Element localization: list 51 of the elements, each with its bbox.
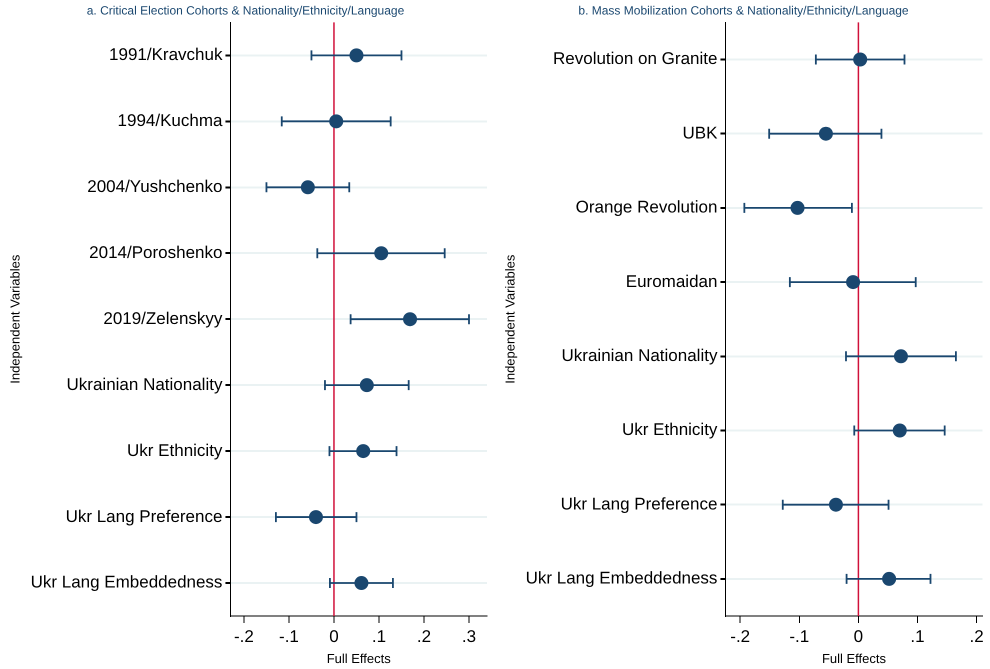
y-tick-label: 1991/Kravchuk <box>109 45 223 64</box>
point <box>349 48 364 62</box>
point <box>818 126 833 141</box>
chart-title: a. Critical Election Cohorts & Nationality/Ethnicity/Language <box>86 4 405 18</box>
point <box>853 52 868 66</box>
x-tick-label: -.2 <box>730 626 750 646</box>
x-axis-title: Full Effects <box>822 650 886 666</box>
y-tick-label: Euromaidan <box>626 272 718 291</box>
y-tick-label: 2004/Yushchenko <box>87 176 222 196</box>
x-tick-label: .2 <box>416 626 432 646</box>
x-tick-label: -.1 <box>789 626 810 646</box>
point <box>360 378 374 392</box>
chart-title: b. Mass Mobilization Cohorts & Nationality/Ethnicity/Language <box>578 4 909 18</box>
y-tick-label: Ukrainian Nationality <box>562 346 718 365</box>
y-axis-title: Independent Variables <box>502 254 518 384</box>
point <box>374 246 388 260</box>
point <box>846 275 860 290</box>
y-tick-label: UBK <box>682 123 718 142</box>
x-axis-title: Full Effects <box>326 650 392 666</box>
y-tick-label: Ukr Ethnicity <box>127 440 223 460</box>
y-tick-label: Ukr Ethnicity <box>622 420 718 440</box>
point <box>308 510 323 524</box>
x-tick-label: 0 <box>854 626 864 646</box>
point <box>828 498 843 512</box>
point <box>882 572 896 586</box>
x-tick-label: -.1 <box>279 626 299 646</box>
point <box>329 114 344 128</box>
x-tick-label: .2 <box>969 626 984 646</box>
y-tick-label: Revolution on Granite <box>553 49 718 68</box>
y-tick-label: 2019/Zelenskyy <box>103 308 223 328</box>
point <box>354 576 368 590</box>
x-tick-label: 0 <box>329 626 339 646</box>
y-tick-label: 2014/Poroshenko <box>89 242 222 262</box>
point <box>403 312 418 326</box>
point <box>892 424 907 438</box>
y-axis-title: Independent Variables <box>7 254 22 384</box>
y-tick-label: Ukr Lang Embeddedness <box>526 568 718 588</box>
y-tick-label: Ukr Lang Preference <box>560 494 718 514</box>
x-tick-label: .1 <box>910 626 925 646</box>
x-tick-label: .3 <box>462 626 476 646</box>
x-tick-label: .1 <box>372 626 386 646</box>
y-tick-label: 1994/Kuchma <box>118 111 223 130</box>
y-tick-label: Ukrainian Nationality <box>66 374 223 394</box>
point <box>356 444 370 458</box>
y-tick-label: Ukr Lang Embeddedness <box>30 572 222 592</box>
point <box>894 349 908 364</box>
y-tick-label: Ukr Lang Preference <box>66 506 222 526</box>
x-tick-label: -.2 <box>234 626 254 646</box>
y-tick-label: Orange Revolution <box>576 198 718 217</box>
point <box>300 180 315 194</box>
point <box>790 200 805 215</box>
